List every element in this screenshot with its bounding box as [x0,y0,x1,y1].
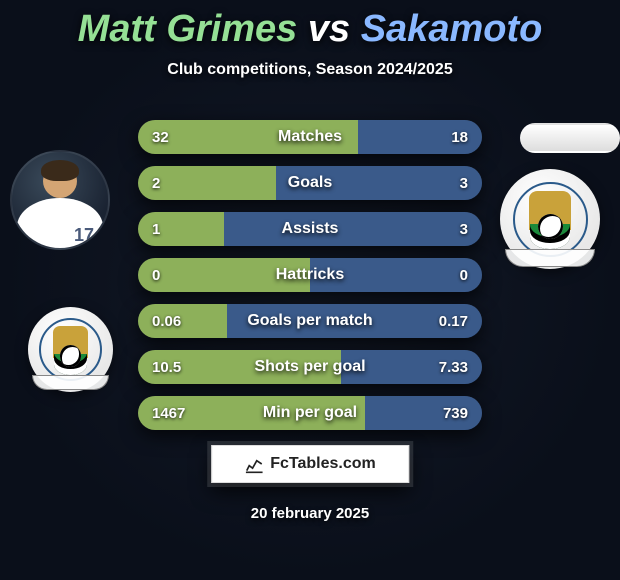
stat-value-right: 7.33 [422,359,482,376]
stat-label: Assists [198,220,422,238]
stats-list: 32Matches182Goals31Assists30Hattricks00.… [138,120,482,442]
player1-name: Matt Grimes [78,8,298,50]
player2-photo [520,123,620,153]
stat-value-right: 739 [422,405,482,422]
stat-row: 1467Min per goal739 [138,396,482,430]
player1-photo: 17 [10,150,110,250]
stat-label: Hattricks [198,266,422,284]
stat-value-right: 3 [422,221,482,238]
stat-value-left: 0.06 [138,313,198,330]
stat-value-left: 0 [138,267,198,284]
stat-label: Goals per match [198,312,422,330]
player1-shirt-number: 17 [74,225,94,246]
comparison-title: Matt Grimes vs Sakamoto [0,0,620,51]
stat-value-left: 1 [138,221,198,238]
stat-label: Goals [198,174,422,192]
footer-date: 20 february 2025 [0,505,620,522]
player1-club-logo [28,307,113,392]
stat-value-left: 32 [138,129,198,146]
stat-label: Matches [198,128,422,146]
stat-value-right: 0 [422,267,482,284]
chart-icon [244,454,264,474]
source-label: FcTables.com [270,455,376,473]
stat-value-left: 2 [138,175,198,192]
stat-label: Min per goal [198,404,422,422]
season-subtitle: Club competitions, Season 2024/2025 [0,61,620,79]
player2-club-logo [500,169,600,269]
vs-label: vs [308,8,350,50]
source-badge: FcTables.com [211,445,409,483]
stat-row: 32Matches18 [138,120,482,154]
stat-value-right: 0.17 [422,313,482,330]
stat-value-left: 10.5 [138,359,198,376]
stat-label: Shots per goal [198,358,422,376]
stat-value-left: 1467 [138,405,198,422]
stat-row: 1Assists3 [138,212,482,246]
stat-row: 2Goals3 [138,166,482,200]
stat-row: 10.5Shots per goal7.33 [138,350,482,384]
stat-value-right: 18 [422,129,482,146]
stat-value-right: 3 [422,175,482,192]
player2-name: Sakamoto [361,8,543,50]
stat-row: 0.06Goals per match0.17 [138,304,482,338]
stat-row: 0Hattricks0 [138,258,482,292]
